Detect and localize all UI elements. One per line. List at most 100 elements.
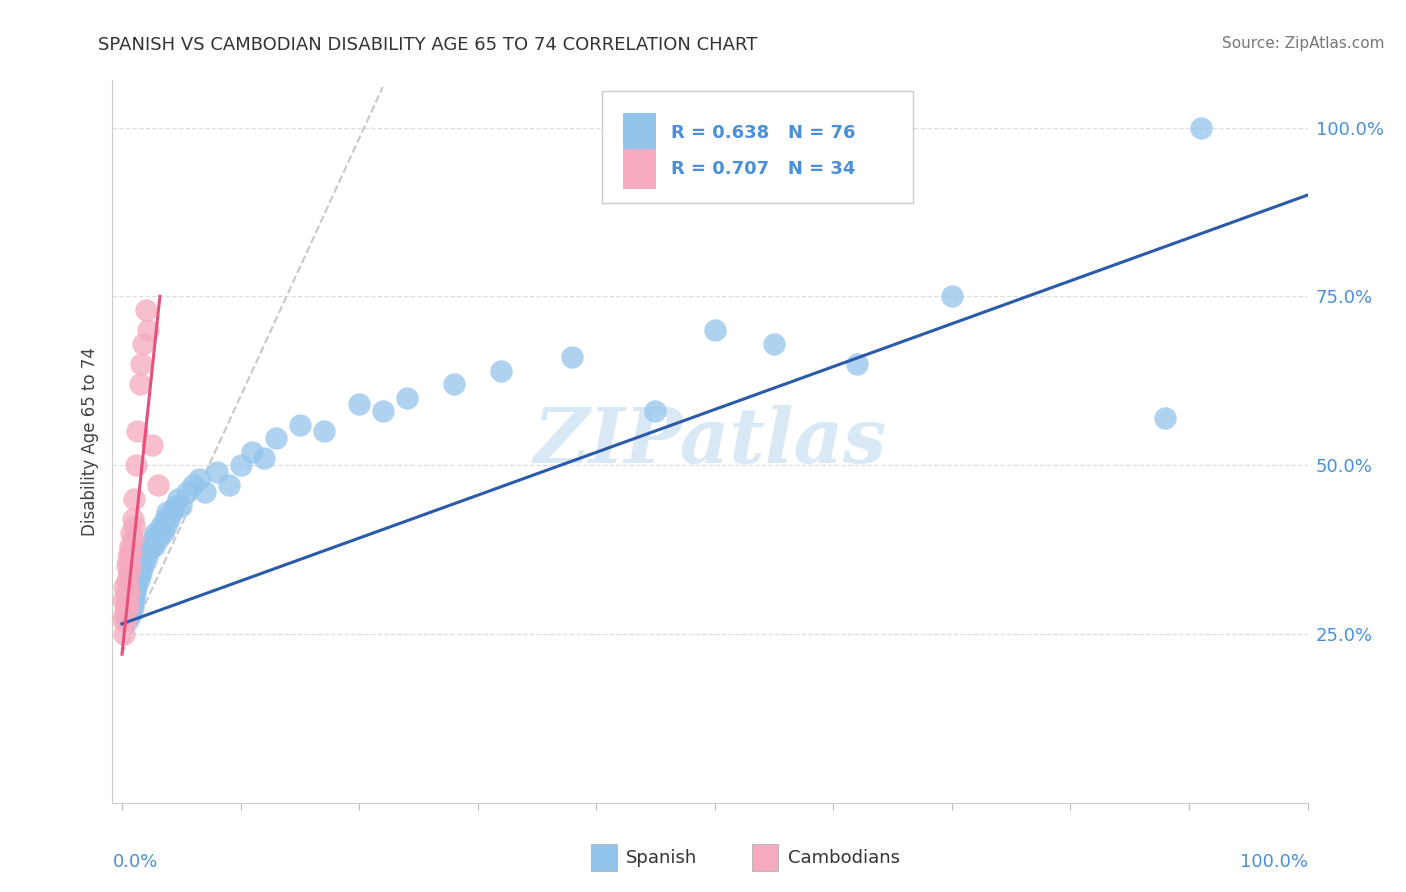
Point <box>125 458 148 472</box>
Point <box>120 539 142 553</box>
Text: ZIPatlas: ZIPatlas <box>533 405 887 478</box>
Point <box>112 607 135 621</box>
Point <box>150 519 173 533</box>
Point <box>120 593 142 607</box>
Point <box>129 559 152 574</box>
Point <box>120 525 142 540</box>
Bar <box>591 844 617 871</box>
Point <box>127 573 149 587</box>
Point <box>118 607 141 621</box>
Point <box>132 552 155 566</box>
Point <box>132 559 155 574</box>
Point <box>155 519 177 533</box>
Bar <box>752 844 778 871</box>
Point <box>115 593 138 607</box>
Text: Spanish: Spanish <box>627 848 697 867</box>
Point <box>188 472 211 486</box>
Point <box>135 302 157 317</box>
Bar <box>623 112 657 153</box>
Point <box>127 566 149 581</box>
Point <box>136 323 159 337</box>
Point <box>117 599 139 614</box>
Text: 100.0%: 100.0% <box>1240 854 1308 871</box>
Bar <box>623 149 657 189</box>
Point <box>118 546 141 560</box>
Point <box>395 391 418 405</box>
Point <box>120 586 142 600</box>
Point <box>117 580 139 594</box>
Point <box>118 586 141 600</box>
Point <box>229 458 252 472</box>
Point <box>288 417 311 432</box>
Point <box>122 593 145 607</box>
Point <box>121 512 143 526</box>
Point <box>371 404 394 418</box>
Point <box>153 512 176 526</box>
Point <box>152 525 174 540</box>
Point <box>114 586 136 600</box>
Point <box>128 559 150 574</box>
Point <box>120 559 142 574</box>
Point <box>129 357 152 371</box>
Point <box>120 580 142 594</box>
Point <box>128 377 150 392</box>
Point <box>1189 120 1212 135</box>
Point <box>242 444 264 458</box>
Point <box>138 539 160 553</box>
Point <box>703 323 725 337</box>
Point <box>112 627 135 641</box>
Point <box>125 573 148 587</box>
Text: R = 0.707   N = 34: R = 0.707 N = 34 <box>671 160 855 178</box>
Point <box>128 566 150 581</box>
Point <box>156 505 179 519</box>
Point <box>128 573 150 587</box>
Point <box>165 499 187 513</box>
Point <box>142 533 165 547</box>
Point <box>121 599 143 614</box>
Point <box>846 357 869 371</box>
Point <box>941 289 963 303</box>
Point <box>264 431 287 445</box>
Point <box>112 580 135 594</box>
Point <box>122 586 145 600</box>
Point <box>120 593 142 607</box>
Point <box>112 614 135 628</box>
Point <box>253 451 276 466</box>
Point <box>114 599 136 614</box>
Point <box>134 546 156 560</box>
Point <box>122 491 145 506</box>
Text: Cambodians: Cambodians <box>787 848 900 867</box>
Point <box>194 485 217 500</box>
Point <box>146 533 169 547</box>
Point <box>135 552 157 566</box>
Point <box>117 599 139 614</box>
Point <box>176 485 198 500</box>
Text: SPANISH VS CAMBODIAN DISABILITY AGE 65 TO 74 CORRELATION CHART: SPANISH VS CAMBODIAN DISABILITY AGE 65 T… <box>98 36 758 54</box>
Point <box>491 364 513 378</box>
Point <box>136 546 159 560</box>
Point <box>143 525 166 540</box>
Text: R = 0.638   N = 76: R = 0.638 N = 76 <box>671 124 855 142</box>
Point <box>118 586 141 600</box>
Point <box>157 512 180 526</box>
Point <box>118 566 141 581</box>
Point <box>120 599 142 614</box>
FancyBboxPatch shape <box>603 91 914 203</box>
Point <box>117 552 139 566</box>
Point <box>644 404 666 418</box>
Point <box>117 614 139 628</box>
Point <box>115 573 138 587</box>
Point <box>122 573 145 587</box>
Point <box>120 546 142 560</box>
Point <box>160 505 183 519</box>
Point <box>112 593 135 607</box>
Point <box>121 580 143 594</box>
Point <box>129 566 152 581</box>
Point <box>132 336 155 351</box>
Point <box>561 350 583 364</box>
Point <box>166 491 188 506</box>
Point <box>146 478 169 492</box>
Point <box>763 336 786 351</box>
Point <box>125 580 148 594</box>
Text: Source: ZipAtlas.com: Source: ZipAtlas.com <box>1222 36 1385 51</box>
